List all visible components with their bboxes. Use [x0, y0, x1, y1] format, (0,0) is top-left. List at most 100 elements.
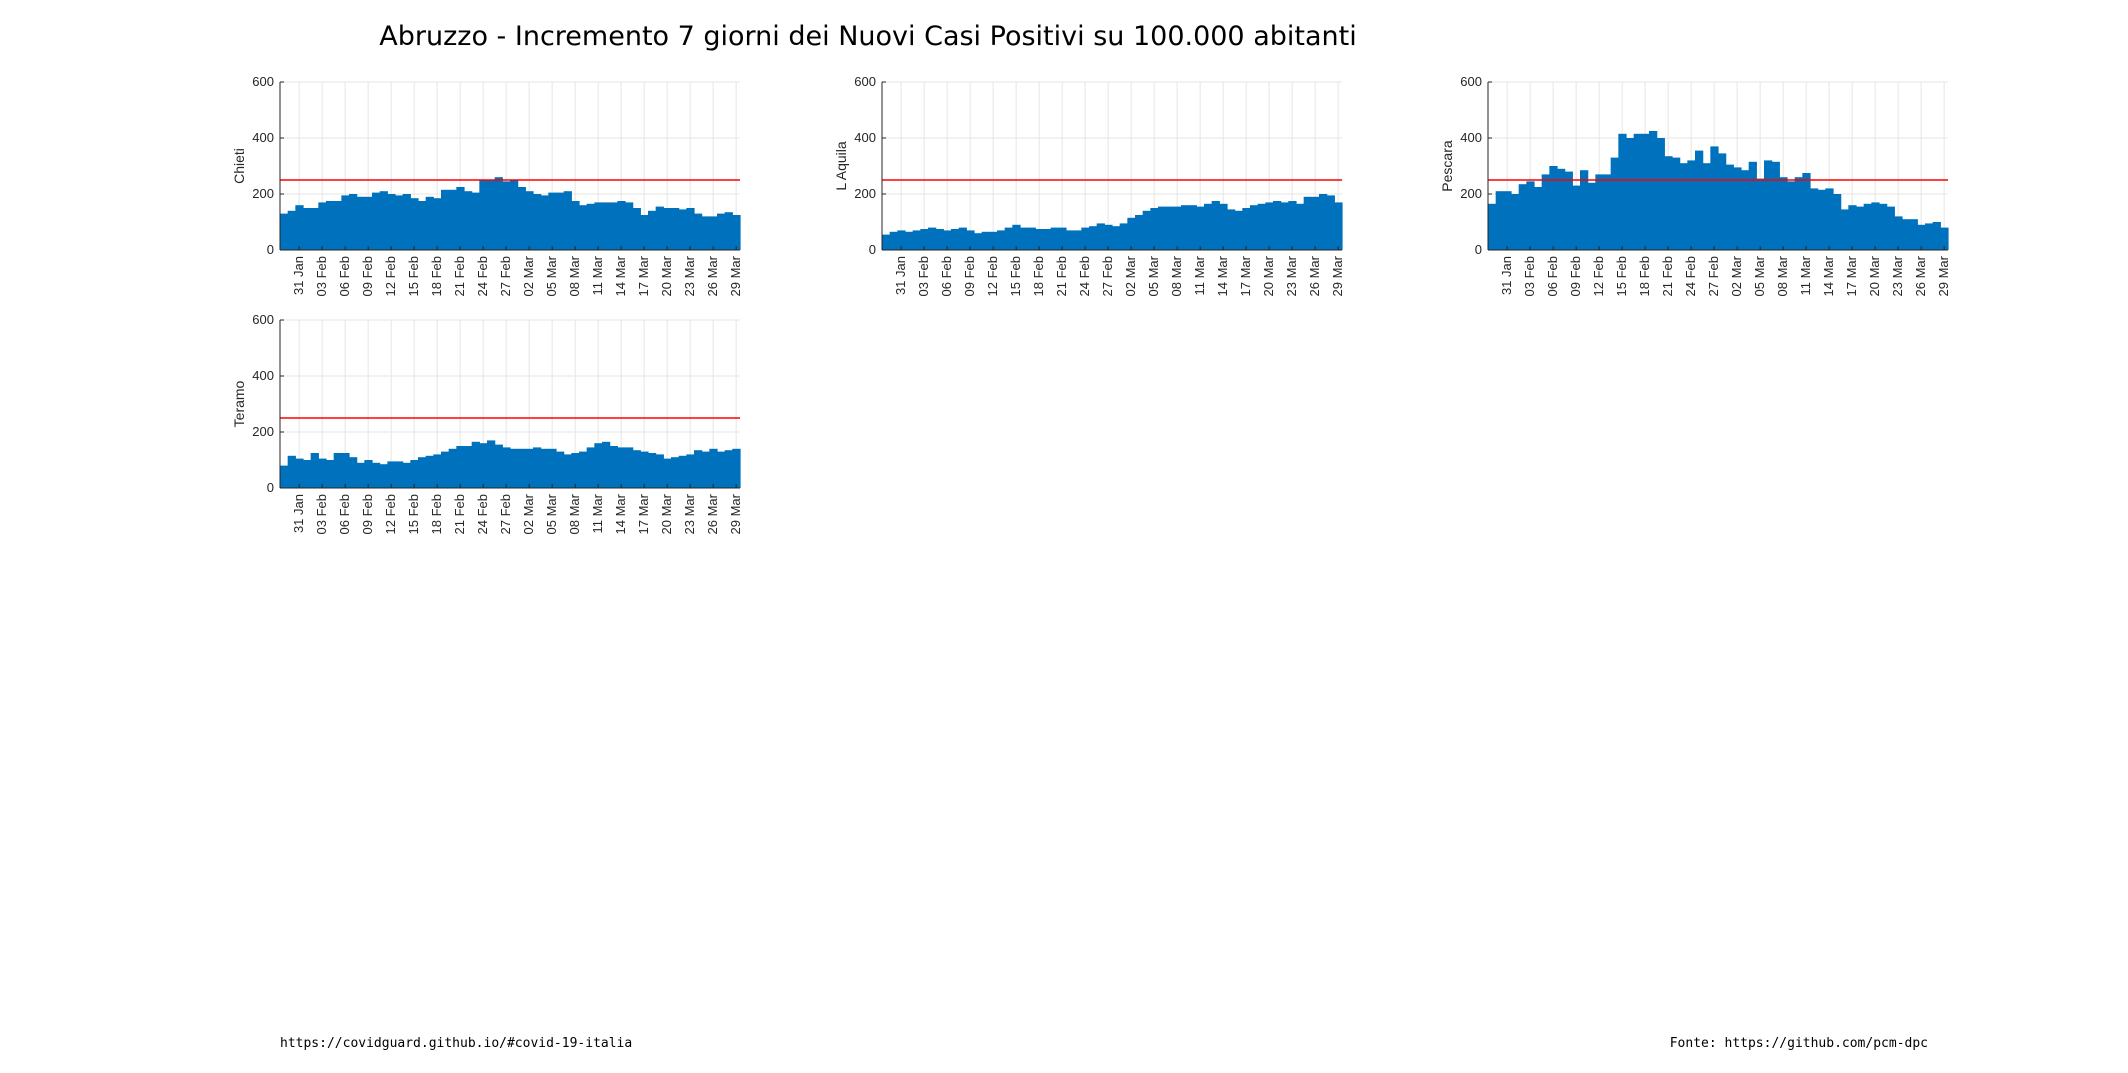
x-tick-label: 29 Mar	[1936, 255, 1951, 296]
bar-chieti	[732, 215, 741, 250]
x-tick-label: 15 Feb	[406, 494, 421, 534]
y-tick-label: 200	[252, 186, 274, 201]
bar-l-aquila	[1273, 201, 1282, 250]
bar-l-aquila	[928, 227, 937, 250]
x-tick-label: 23 Mar	[1890, 255, 1905, 296]
bar-chieti	[464, 191, 473, 250]
bar-chieti	[326, 201, 335, 250]
bar-pescara	[1932, 222, 1941, 250]
x-tick-label: 14 Mar	[1821, 255, 1836, 296]
bar-teramo	[341, 453, 350, 488]
bar-l-aquila	[920, 229, 929, 250]
footer-left-link: https://covidguard.github.io/#covid-19-i…	[280, 1036, 633, 1051]
y-tick-label: 200	[252, 424, 274, 439]
bar-chieti	[686, 208, 695, 250]
x-tick-label: 06 Feb	[939, 256, 954, 296]
bar-teramo	[517, 448, 526, 488]
bar-l-aquila	[1288, 201, 1297, 250]
x-tick-label: 23 Mar	[682, 255, 697, 296]
bar-teramo	[586, 447, 595, 488]
bar-teramo	[655, 454, 664, 488]
bar-pescara	[1503, 191, 1512, 250]
x-tick-label: 29 Mar	[728, 493, 743, 534]
figure-title: Abruzzo - Incremento 7 giorni dei Nuovi …	[379, 21, 1356, 52]
bar-l-aquila	[882, 234, 891, 250]
bar-l-aquila	[1296, 203, 1305, 250]
bar-pescara	[1641, 133, 1650, 250]
bar-l-aquila	[1142, 210, 1151, 250]
bar-chieti	[295, 205, 304, 250]
bar-chieti	[571, 201, 580, 250]
bar-pescara	[1495, 191, 1504, 250]
bar-teramo	[464, 446, 473, 488]
bar-pescara	[1710, 146, 1719, 250]
x-tick-label: 05 Mar	[544, 493, 559, 534]
bar-pescara	[1534, 187, 1543, 250]
bar-chieti	[471, 192, 480, 250]
bar-l-aquila	[1311, 196, 1320, 250]
bar-l-aquila	[1127, 217, 1136, 250]
footer-source: Fonte: https://github.com/pcm-dpc	[1669, 1036, 1928, 1051]
bar-pescara	[1695, 150, 1704, 250]
x-tick-label: 03 Feb	[916, 256, 931, 296]
bar-chieti	[724, 212, 733, 250]
bar-pescara	[1549, 166, 1558, 250]
x-tick-label: 11 Mar	[590, 255, 605, 295]
bar-l-aquila	[1234, 210, 1243, 250]
x-tick-label: 29 Mar	[728, 255, 743, 296]
y-axis-label: Pescara	[1439, 140, 1455, 192]
bar-chieti	[632, 208, 641, 250]
bar-l-aquila	[1204, 203, 1213, 250]
bar-pescara	[1833, 194, 1842, 250]
bar-chieti	[494, 177, 503, 250]
bar-teramo	[571, 453, 580, 488]
bar-teramo	[686, 454, 695, 488]
bar-teramo	[326, 460, 335, 488]
x-tick-label: 12 Feb	[985, 256, 1000, 296]
bar-l-aquila	[1165, 206, 1174, 250]
bar-l-aquila	[1004, 227, 1013, 250]
bar-chieti	[594, 202, 603, 250]
x-tick-label: 02 Mar	[521, 493, 536, 534]
bar-teramo	[663, 458, 672, 488]
bar-teramo	[724, 450, 733, 488]
x-tick-label: 20 Mar	[1867, 255, 1882, 296]
bar-teramo	[418, 457, 427, 488]
bar-l-aquila	[1096, 223, 1105, 250]
bar-chieti	[287, 210, 296, 250]
bar-teramo	[510, 448, 519, 488]
bar-l-aquila	[1104, 224, 1113, 250]
x-tick-label: 08 Mar	[1169, 255, 1184, 296]
bar-pescara	[1702, 163, 1711, 250]
bar-pescara	[1733, 167, 1742, 250]
bar-pescara	[1863, 203, 1872, 250]
x-tick-label: 21 Feb	[1054, 256, 1069, 296]
bar-teramo	[709, 448, 718, 488]
bar-pescara	[1794, 177, 1803, 250]
x-tick-label: 17 Mar	[636, 493, 651, 534]
y-tick-label: 200	[854, 186, 876, 201]
bar-teramo	[410, 460, 419, 488]
x-tick-label: 09 Feb	[360, 494, 375, 534]
bar-pescara	[1656, 138, 1665, 250]
bar-pescara	[1672, 157, 1681, 250]
x-tick-label: 24 Feb	[475, 494, 490, 534]
bar-pescara	[1541, 174, 1550, 250]
x-tick-label: 31 Jan	[893, 256, 908, 295]
bar-teramo	[525, 448, 534, 488]
x-tick-label: 08 Mar	[1775, 255, 1790, 296]
bar-l-aquila	[997, 230, 1006, 250]
x-tick-label: 31 Jan	[291, 256, 306, 295]
bar-chieti	[655, 206, 664, 250]
bar-chieti	[709, 216, 718, 250]
bar-pescara	[1925, 223, 1934, 250]
x-tick-label: 20 Mar	[1261, 255, 1276, 296]
bar-chieti	[556, 192, 565, 250]
bar-l-aquila	[1027, 227, 1036, 250]
bar-l-aquila	[905, 231, 914, 250]
x-tick-label: 02 Mar	[1123, 255, 1138, 296]
bar-l-aquila	[1181, 205, 1190, 250]
bar-chieti	[678, 209, 687, 250]
bar-chieti	[333, 201, 342, 250]
x-tick-label: 05 Mar	[544, 255, 559, 296]
